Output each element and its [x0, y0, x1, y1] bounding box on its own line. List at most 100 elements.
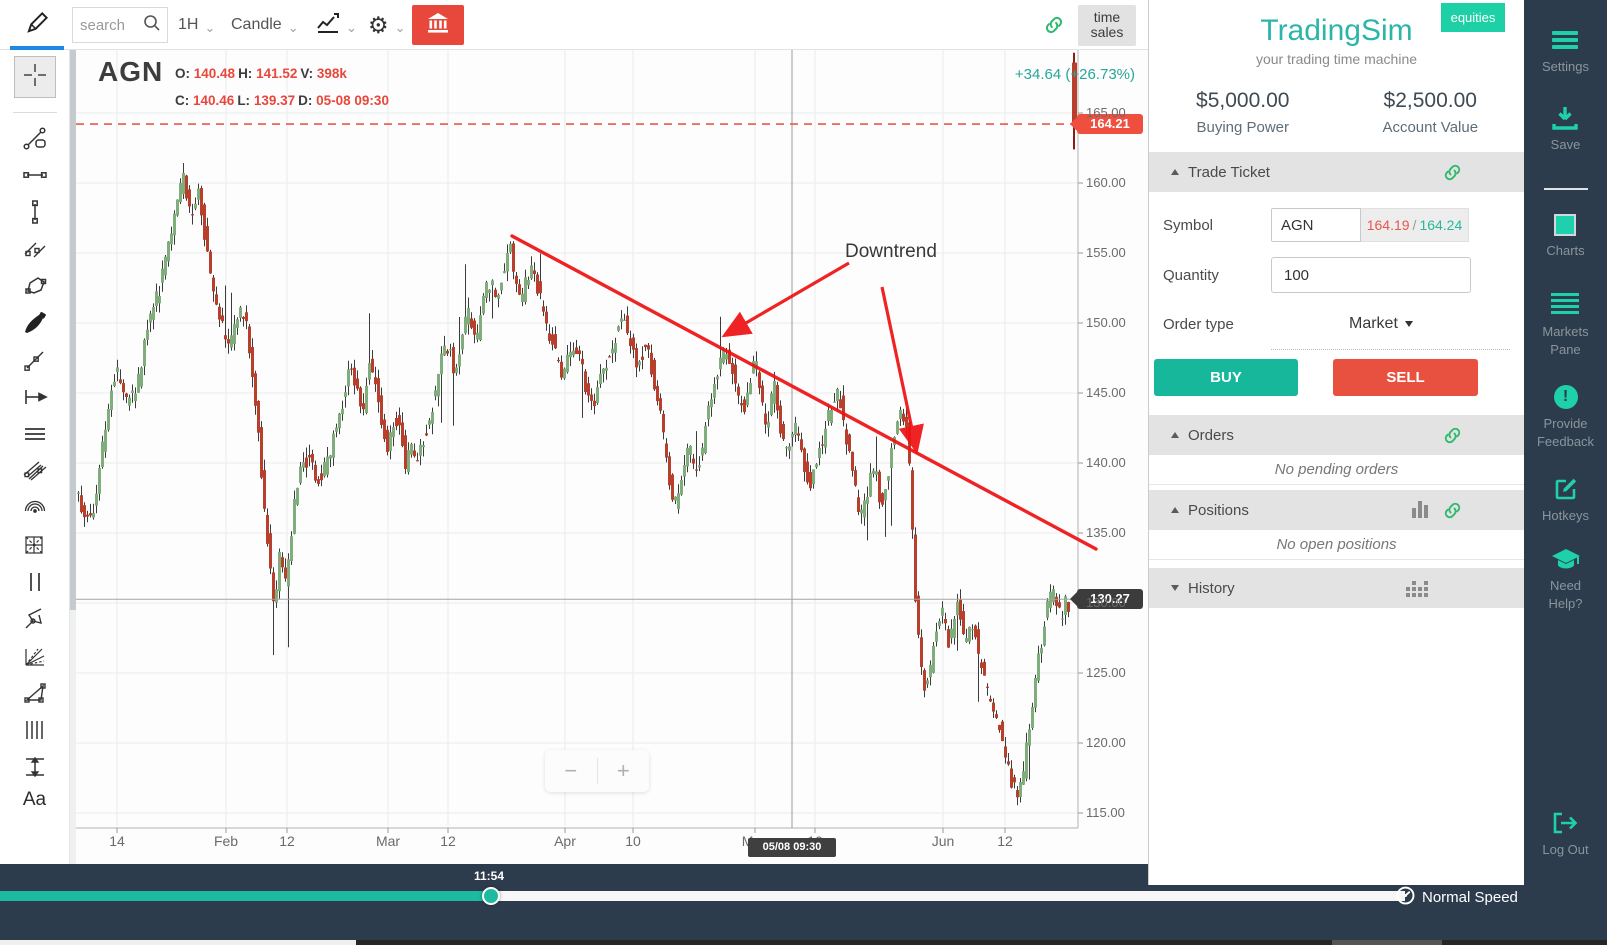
app-title: TradingSim: [1260, 14, 1413, 47]
order-type-label: Order type: [1163, 315, 1234, 333]
x-axis-label: Jun: [931, 833, 955, 849]
quantity-field[interactable]: [1271, 257, 1471, 293]
candlestick-chart[interactable]: [70, 50, 1148, 864]
tool-price-range-icon[interactable]: [19, 752, 51, 781]
tool-gann-fan-icon[interactable]: [19, 641, 51, 670]
symbol-field[interactable]: [1271, 208, 1361, 242]
orders-header[interactable]: Orders: [1149, 415, 1524, 455]
order-type-dropdown[interactable]: Market: [1349, 315, 1422, 333]
sidebar-item-charts[interactable]: Charts: [1546, 214, 1585, 260]
tool-fib-arcs-icon[interactable]: [19, 493, 51, 522]
collapse-icon: [1171, 169, 1179, 175]
playback-time: 11:54: [474, 869, 505, 883]
markets-pane-icon: [1551, 290, 1580, 317]
exchange-button[interactable]: [412, 5, 464, 45]
downtrend-annotation[interactable]: Downtrend: [845, 241, 937, 262]
link-icon[interactable]: [1443, 163, 1462, 186]
tool-text-icon[interactable]: Aa: [22, 789, 47, 810]
time-sales-label-2: sales: [1090, 24, 1124, 40]
search-icon: [142, 13, 162, 38]
draw-tools-tab[interactable]: [10, 4, 64, 46]
positions-header[interactable]: Positions: [1149, 490, 1524, 530]
tool-angle-line-icon[interactable]: [19, 345, 51, 374]
zoom-divider: [596, 758, 598, 784]
scrollbar-track: [0, 940, 356, 945]
chart-scrollbar[interactable]: [70, 50, 76, 864]
buy-button[interactable]: BUY: [1154, 359, 1298, 396]
orders-empty-state: No pending orders: [1149, 455, 1524, 485]
x-axis-label: 12: [440, 833, 456, 849]
timeframe-dropdown[interactable]: 1H ⌄: [178, 0, 215, 50]
tool-fib-timezones-icon[interactable]: [19, 715, 51, 744]
chart-type-dropdown[interactable]: Candle ⌄: [231, 0, 299, 50]
history-header[interactable]: History: [1149, 568, 1524, 608]
search-input[interactable]: [80, 16, 142, 34]
scrollbar-thumb[interactable]: [70, 50, 76, 610]
tool-brush-icon[interactable]: [19, 308, 51, 337]
graduation-cap-icon: [1551, 547, 1581, 571]
time-sales-button[interactable]: time sales: [1078, 5, 1136, 46]
alert-price-tag[interactable]: 164.21: [1070, 114, 1143, 135]
time-sales-label-1: time: [1093, 9, 1121, 25]
trade-ticket-header[interactable]: Trade Ticket: [1149, 152, 1524, 192]
scrollbar-thumb[interactable]: [1332, 940, 1442, 945]
link-chart-icon[interactable]: [1044, 15, 1064, 40]
y-axis-label: 160.00: [1086, 175, 1126, 190]
quote-separator: /: [1412, 217, 1417, 233]
link-icon[interactable]: [1443, 426, 1462, 449]
indicators-dropdown[interactable]: ⌄: [316, 0, 357, 50]
playback-slider[interactable]: [0, 891, 1405, 901]
zoom-out-button[interactable]: −: [564, 758, 578, 783]
symbol-row: Symbol 164.19 / 164.24: [1149, 208, 1524, 242]
chart-pane[interactable]: AGN O: 140.48 H: 141.52 V: 398k C: 140.46 L…: [70, 50, 1148, 864]
tool-parallel-channel-icon[interactable]: [19, 456, 51, 485]
positions-chart-icon[interactable]: [1412, 501, 1428, 518]
settings-dropdown[interactable]: ⚙ ⌄: [368, 0, 406, 50]
charts-icon: [1554, 214, 1577, 236]
tool-horizontal-line-icon[interactable]: [19, 160, 51, 189]
tool-triangle-icon[interactable]: [19, 678, 51, 707]
crosshair-time-tooltip: 05/08 09:30: [748, 838, 836, 857]
horizontal-scrollbar[interactable]: [0, 940, 1607, 945]
tool-vertical-line-icon[interactable]: [19, 197, 51, 226]
sidebar-item-save[interactable]: Save: [1551, 106, 1580, 154]
tool-polygon-icon[interactable]: [19, 271, 51, 300]
order-type-value: Market: [1349, 315, 1398, 332]
speed-label: Normal Speed: [1422, 889, 1518, 906]
history-chart-icon[interactable]: [1406, 581, 1428, 597]
sidebar-item-log-out[interactable]: Log Out: [1542, 811, 1589, 859]
sell-button[interactable]: SELL: [1333, 359, 1478, 396]
chart-symbol: AGN: [98, 56, 164, 87]
speed-control[interactable]: Normal Speed: [1396, 886, 1535, 909]
link-icon[interactable]: [1443, 501, 1462, 524]
positions-empty-state: No open positions: [1149, 530, 1524, 560]
tool-vertical-lines-icon[interactable]: [19, 567, 51, 596]
tool-arrow-icon[interactable]: [19, 382, 51, 411]
tool-horizontal-lines-icon[interactable]: [19, 419, 51, 448]
tool-parallel-lines-icon[interactable]: [19, 234, 51, 263]
date-value: 05-08 09:30: [316, 93, 389, 108]
order-type-row: Order type Market: [1149, 315, 1524, 333]
gear-icon: ⚙: [368, 11, 389, 38]
y-axis-label: 140.00: [1086, 455, 1126, 470]
tool-trendline-icon[interactable]: [19, 123, 51, 152]
x-axis-label: Feb: [213, 833, 239, 849]
sidebar-item-need-help[interactable]: Need Help?: [1549, 547, 1582, 613]
tool-pitchfork-icon[interactable]: [19, 604, 51, 633]
sidebar-item-markets-pane[interactable]: Markets Pane: [1542, 290, 1589, 359]
top-toolbar: 1H ⌄ Candle ⌄ ⌄ ⚙ ⌄ time sales: [0, 0, 1148, 50]
zoom-controls: − +: [545, 750, 649, 792]
zoom-in-button[interactable]: +: [616, 758, 630, 783]
sidebar-item-provide-feedback[interactable]: Provide Feedback: [1537, 384, 1594, 451]
playback-handle[interactable]: [482, 887, 500, 905]
symbol-search[interactable]: [72, 7, 168, 43]
crosshair-tool-button[interactable]: [13, 56, 56, 98]
tool-gann-box-icon[interactable]: [19, 530, 51, 559]
sidebar-item-settings[interactable]: Settings: [1542, 28, 1589, 76]
logout-icon: [1552, 811, 1578, 835]
toolbar-divider: [12, 112, 57, 113]
drawing-toolbar: Aa: [0, 50, 70, 864]
sidebar-item-hotkeys[interactable]: Hotkeys: [1542, 477, 1589, 525]
volume-label: V:: [300, 66, 314, 81]
timeframe-label: 1H: [178, 16, 199, 33]
